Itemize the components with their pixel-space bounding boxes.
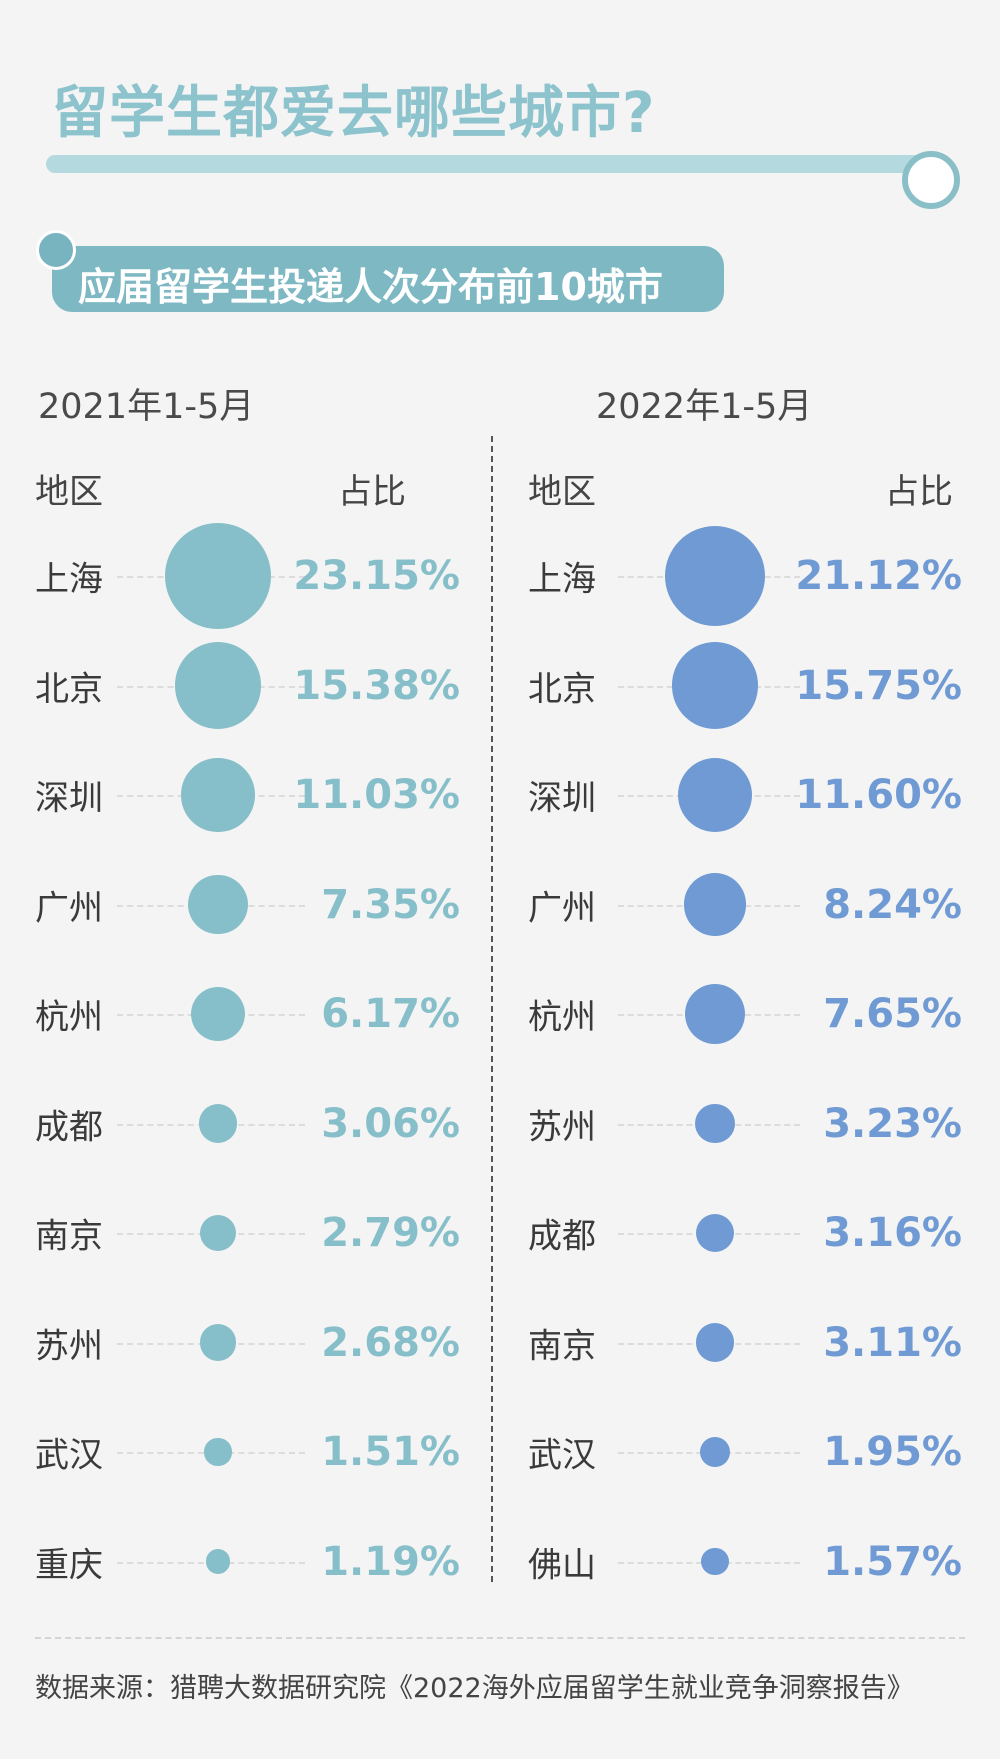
city-label: 南京 [528, 1326, 596, 1366]
share-bubble [701, 1547, 729, 1576]
city-label: 上海 [35, 559, 103, 600]
city-label: 广州 [35, 888, 103, 928]
share-value-label: 6.17% [321, 991, 460, 1037]
row-guide-line [117, 1014, 305, 1016]
chart-subtitle: 应届留学生投递人次分布前10城市 [78, 265, 663, 309]
left-period-title: 2021年1-5月 [38, 387, 255, 427]
share-bubble [199, 1324, 237, 1361]
row-guide-line [618, 685, 800, 688]
city-label: 佛山 [528, 1545, 596, 1585]
right-period-title: 2022年1-5月 [596, 387, 813, 427]
chart-title: 留学生都爱去哪些城市? [52, 81, 656, 146]
share-bubble [199, 1214, 237, 1252]
city-label: 武汉 [528, 1435, 596, 1476]
share-bubble [695, 1323, 735, 1362]
footer-source: 数据来源：猎聘大数据研究院《2022海外应届留学生就业竞争洞察报告》 [35, 1673, 914, 1704]
city-label: 杭州 [35, 997, 103, 1038]
right-region-header: 地区 [528, 472, 596, 512]
row-guide-line [618, 1014, 800, 1016]
row-guide-line [117, 576, 305, 578]
subtitle-dot-ornament [36, 230, 76, 270]
city-label: 成都 [528, 1216, 596, 1257]
share-bubble [165, 523, 271, 629]
share-value-label: 3.23% [823, 1100, 962, 1147]
city-label: 杭州 [528, 997, 596, 1038]
share-value-label: 11.03% [293, 772, 460, 818]
row-guide-line [618, 1561, 800, 1564]
city-label: 深圳 [528, 778, 596, 819]
share-bubble [665, 526, 765, 626]
share-value-label: 1.51% [321, 1429, 460, 1475]
row-guide-line [618, 795, 800, 797]
row-guide-line [618, 1123, 800, 1126]
share-value-label: 11.60% [795, 772, 962, 818]
share-bubble [204, 1438, 232, 1466]
city-label: 北京 [35, 669, 103, 709]
share-value-label: 3.16% [823, 1210, 962, 1256]
city-label: 苏州 [35, 1326, 103, 1366]
title-underline-bar [46, 155, 936, 173]
share-value-label: 2.79% [321, 1210, 460, 1256]
share-bubble [190, 986, 246, 1042]
share-bubble [181, 758, 255, 832]
left-region-header: 地区 [35, 472, 103, 512]
city-label: 苏州 [528, 1107, 596, 1147]
city-label: 武汉 [35, 1435, 103, 1476]
share-value-label: 23.15% [293, 553, 460, 599]
share-bubble [205, 1549, 230, 1574]
share-bubble [684, 983, 746, 1045]
row-guide-line [618, 1233, 800, 1235]
city-label: 南京 [35, 1216, 103, 1257]
share-value-label: 3.06% [321, 1100, 460, 1147]
row-guide-line [618, 904, 800, 907]
share-value-label: 7.35% [321, 881, 460, 928]
share-value-label: 1.95% [823, 1429, 962, 1475]
city-label: 深圳 [35, 778, 103, 819]
share-value-label: 15.38% [293, 662, 460, 709]
row-guide-line [117, 1233, 305, 1235]
share-bubble [695, 1103, 735, 1144]
share-bubble [695, 1213, 735, 1253]
share-value-label: 2.68% [321, 1319, 460, 1366]
row-guide-line [117, 1561, 305, 1564]
subtitle-pill [52, 246, 724, 312]
share-bubble [683, 873, 747, 936]
title-ring-ornament [902, 151, 960, 209]
city-label: 重庆 [35, 1545, 103, 1585]
row-guide-line [117, 685, 305, 688]
row-guide-line [117, 904, 305, 907]
share-bubble [671, 642, 759, 729]
city-label: 成都 [35, 1107, 103, 1147]
share-value-label: 3.11% [823, 1319, 962, 1366]
share-bubble [699, 1436, 731, 1468]
share-bubble [677, 757, 753, 833]
row-guide-line [117, 1123, 305, 1126]
city-label: 北京 [528, 669, 596, 709]
share-value-label: 1.19% [321, 1538, 460, 1585]
share-bubble [174, 642, 262, 729]
share-value-label: 15.75% [795, 662, 962, 709]
share-value-label: 8.24% [823, 881, 962, 928]
city-label: 广州 [528, 888, 596, 928]
row-guide-line [618, 1342, 800, 1345]
share-value-label: 1.57% [823, 1538, 962, 1585]
share-value-label: 7.65% [823, 991, 962, 1037]
row-guide-line [117, 1452, 305, 1454]
row-guide-line [117, 795, 305, 797]
row-guide-line [117, 1342, 305, 1345]
share-bubble [188, 874, 248, 935]
footer-divider [35, 1637, 965, 1639]
share-bubble [198, 1104, 238, 1143]
city-label: 上海 [528, 559, 596, 600]
row-guide-line [618, 576, 800, 578]
left-share-header: 占比 [338, 472, 406, 512]
right-share-header: 占比 [885, 472, 953, 512]
share-value-label: 21.12% [795, 553, 962, 599]
center-divider [491, 436, 493, 1582]
row-guide-line [618, 1452, 800, 1454]
